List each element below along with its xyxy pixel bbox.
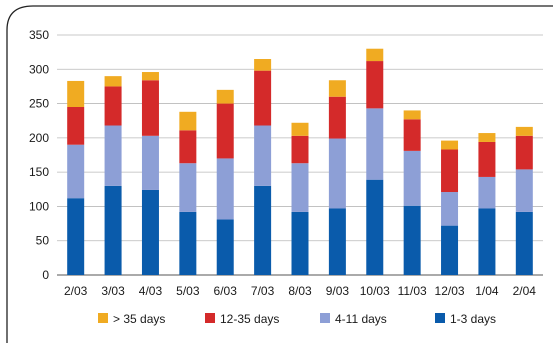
bar-segment: [478, 208, 496, 275]
y-tick-label: 300: [29, 62, 49, 76]
bar-segment: [291, 122, 309, 136]
legend-swatch: [435, 313, 445, 323]
x-tick-label: 10/03: [360, 284, 390, 298]
bar-segment: [441, 225, 459, 275]
bar-segment: [441, 192, 459, 226]
bar-segment: [216, 89, 234, 104]
bar-segment: [441, 140, 459, 150]
bar-segment: [403, 205, 421, 275]
bar-segment: [141, 80, 159, 136]
y-tick-label: 0: [42, 268, 49, 282]
bar-segment: [291, 135, 309, 164]
legend-swatch: [205, 313, 215, 323]
bar-segment: [515, 126, 533, 136]
legend-label: 1-3 days: [450, 312, 496, 326]
x-tick-label: 5/03: [176, 284, 200, 298]
bar-segment: [478, 133, 496, 142]
bar-segment: [441, 149, 459, 193]
bar-segment: [141, 189, 159, 275]
x-tick-label: 1/04: [475, 284, 499, 298]
bar-segment: [328, 80, 346, 97]
bar-segment: [328, 138, 346, 209]
bar-segment: [104, 125, 122, 186]
bar-segment: [478, 176, 496, 209]
bar-segment: [179, 111, 197, 131]
x-tick-label: 3/03: [101, 284, 125, 298]
bar-segment: [67, 144, 85, 199]
bar-segment: [179, 130, 197, 164]
legend-swatch: [320, 313, 330, 323]
x-tick-label: 2/03: [64, 284, 88, 298]
bar-segment: [254, 70, 272, 126]
bar-segment: [216, 158, 234, 220]
legend-label: 12-35 days: [220, 312, 279, 326]
x-tick-label: 12/03: [435, 284, 465, 298]
bar-segment: [67, 107, 85, 145]
bar-segment: [254, 125, 272, 186]
bar-segment: [403, 119, 421, 151]
x-axis-ticks: 2/03 3/03 4/03 5/03 6/03 7/03 8/03 9/03 10/03 11/…: [64, 284, 536, 298]
legend-swatch: [98, 313, 108, 323]
bar-segment: [67, 80, 85, 107]
x-tick-label: 6/03: [214, 284, 238, 298]
bar-segment: [366, 179, 384, 275]
bar-segment: [67, 198, 85, 275]
x-tick-label: 11/03: [398, 284, 427, 298]
bar-segment: [515, 135, 533, 170]
bar-marks: [67, 48, 533, 275]
bar-segment: [216, 103, 234, 159]
y-tick-label: 50: [36, 234, 50, 248]
x-tick-label: 2/04: [513, 284, 537, 298]
y-axis-ticks: 0 50 100 150 200 250 300 350: [29, 28, 49, 282]
bar-segment: [366, 48, 384, 62]
bar-segment: [291, 211, 309, 275]
x-tick-label: 9/03: [326, 284, 350, 298]
legend: > 35 days 12-35 days 4-11 days 1-3 days: [98, 312, 496, 326]
bar-segment: [179, 211, 197, 275]
bar-segment: [403, 110, 421, 120]
x-tick-label: 4/03: [139, 284, 163, 298]
bar-segment: [328, 208, 346, 275]
y-tick-label: 100: [29, 199, 49, 213]
bar-segment: [366, 61, 384, 109]
y-tick-label: 150: [29, 165, 49, 179]
y-tick-label: 200: [29, 131, 49, 145]
legend-label: > 35 days: [113, 312, 165, 326]
bar-segment: [515, 169, 533, 212]
bar-segment: [104, 185, 122, 275]
bar-segment: [366, 108, 384, 180]
bar-segment: [141, 135, 159, 190]
bar-segment: [291, 163, 309, 212]
y-tick-label: 350: [29, 28, 49, 42]
bar-segment: [104, 76, 122, 87]
bar-segment: [515, 211, 533, 275]
y-tick-label: 250: [29, 97, 49, 111]
bar-segment: [216, 219, 234, 275]
bar-segment: [104, 86, 122, 126]
bar-segment: [141, 72, 159, 81]
bar-segment: [179, 163, 197, 212]
bar-segment: [403, 150, 421, 206]
chart-frame: [6, 5, 553, 343]
x-tick-label: 8/03: [288, 284, 312, 298]
bar-segment: [254, 185, 272, 275]
legend-label: 4-11 days: [335, 312, 387, 326]
x-tick-label: 7/03: [251, 284, 275, 298]
bar-segment: [328, 96, 346, 139]
bar-segment: [254, 59, 272, 71]
bar-segment: [478, 141, 496, 177]
